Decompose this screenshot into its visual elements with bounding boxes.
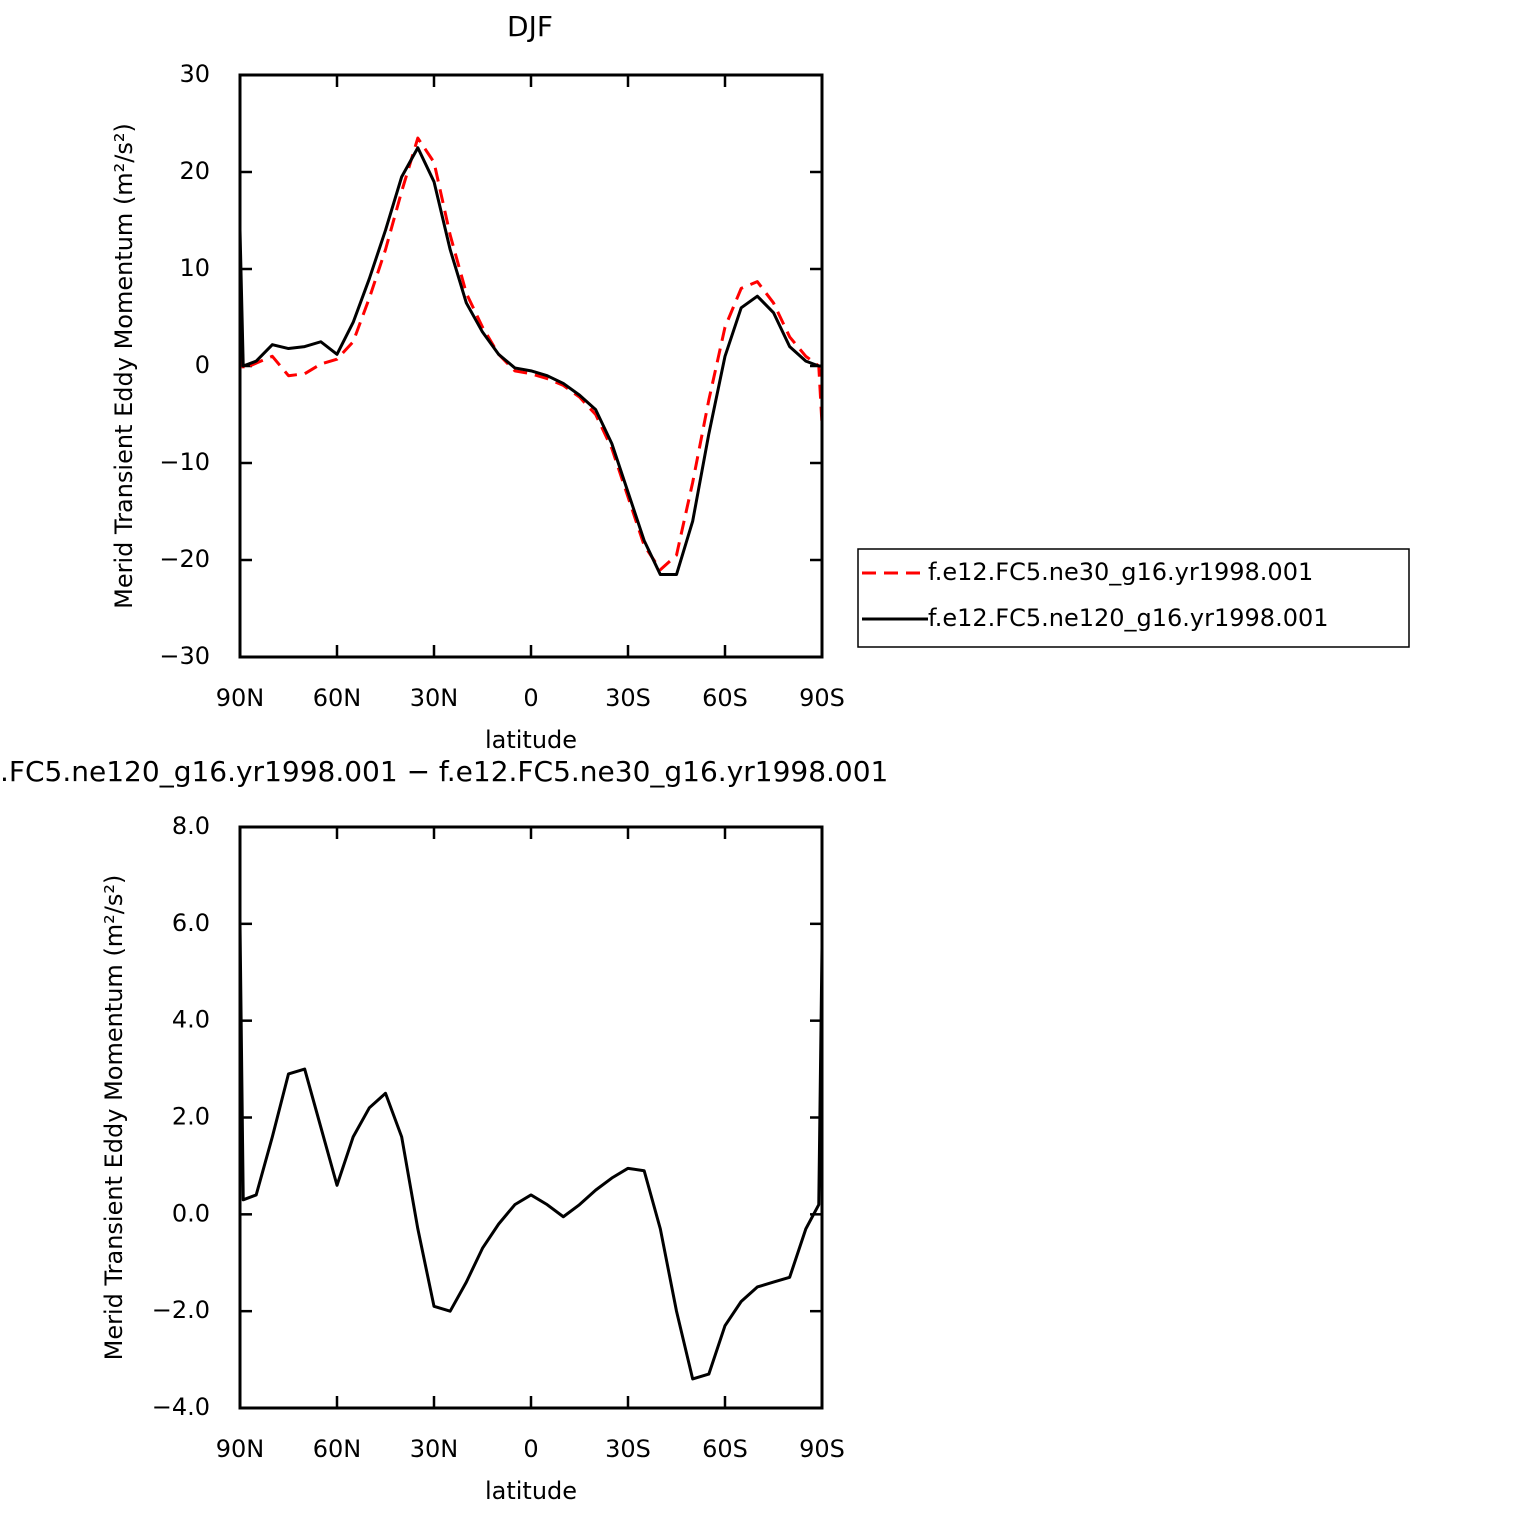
x-tick-label: 90S — [799, 1435, 845, 1463]
x-tick-label: 60N — [313, 1435, 362, 1463]
chart-title: .FC5.ne120_g16.yr1998.001 − f.e12.FC5.ne… — [0, 755, 888, 788]
x-axis-label: latitude — [485, 726, 577, 754]
x-tick-label: 90S — [799, 684, 845, 712]
data-line — [238, 146, 822, 577]
x-tick-label: 60N — [313, 684, 362, 712]
y-tick-label: 20 — [179, 157, 210, 185]
data-line — [238, 136, 824, 572]
x-axis-label: latitude — [485, 1477, 577, 1505]
x-tick-label: 60S — [702, 1435, 748, 1463]
y-tick-label: 4.0 — [172, 1006, 210, 1034]
x-tick-label: 90N — [216, 684, 265, 712]
x-tick-label: 30S — [605, 684, 651, 712]
x-tick-label: 0 — [523, 684, 538, 712]
x-tick-label: 30N — [410, 1435, 459, 1463]
chart-title: DJF — [507, 10, 553, 43]
y-tick-label: 8.0 — [172, 812, 210, 840]
y-tick-label: 2.0 — [172, 1103, 210, 1131]
y-tick-label: −2.0 — [152, 1296, 210, 1324]
y-tick-label: 30 — [179, 60, 210, 88]
plot-frame — [238, 73, 824, 659]
x-tick-label: 90N — [216, 1435, 265, 1463]
y-tick-label: −10 — [159, 448, 210, 476]
x-tick-label: 60S — [702, 684, 748, 712]
x-tick-label: 30S — [605, 1435, 651, 1463]
x-tick-label: 30N — [410, 684, 459, 712]
x-tick-label: 0 — [523, 1435, 538, 1463]
y-tick-label: 0 — [195, 351, 210, 379]
legend-label: f.e12.FC5.ne30_g16.yr1998.001 — [928, 558, 1313, 586]
y-axis-label: Merid Transient Eddy Momentum (m²/s²) — [110, 123, 138, 609]
y-axis-label: Merid Transient Eddy Momentum (m²/s²) — [100, 875, 128, 1361]
y-tick-label: −20 — [159, 545, 210, 573]
legend-label: f.e12.FC5.ne120_g16.yr1998.001 — [928, 604, 1329, 632]
y-tick-label: −30 — [159, 642, 210, 670]
y-tick-label: 0.0 — [172, 1199, 210, 1227]
plot-frame — [238, 825, 824, 1410]
y-tick-label: −4.0 — [152, 1393, 210, 1421]
y-tick-label: 10 — [179, 254, 210, 282]
data-line — [238, 923, 824, 1381]
legend-box — [857, 548, 1410, 648]
y-tick-label: 6.0 — [172, 909, 210, 937]
